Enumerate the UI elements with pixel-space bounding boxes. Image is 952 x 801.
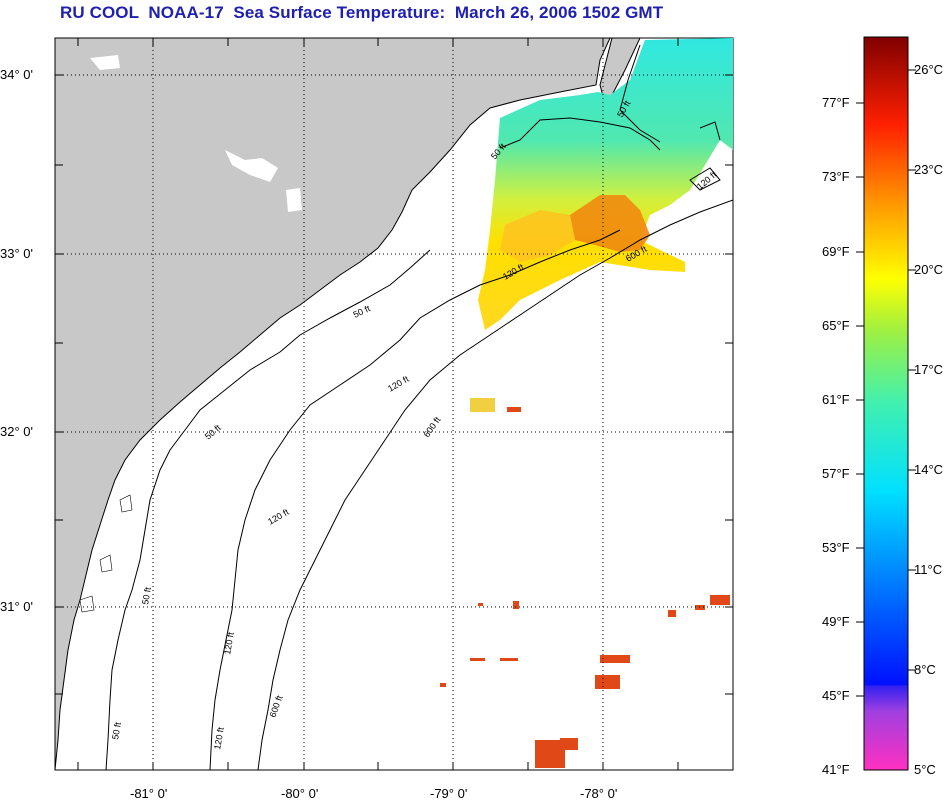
lake: [225, 150, 278, 182]
frame-ticks: [55, 38, 733, 770]
sst-warm-patch: [570, 195, 650, 252]
sst-swath: [478, 38, 733, 330]
graticule: [55, 38, 733, 770]
lat-label: 33° 0': [0, 246, 33, 261]
colorbar-f-label: 53°F: [822, 540, 850, 555]
colorbar-c-label: 5°C: [914, 762, 936, 777]
colorbar-c-label: 14°C: [914, 462, 944, 477]
lat-label: 32° 0': [0, 424, 33, 439]
colorbar-f-label: 61°F: [822, 392, 850, 407]
lon-label: -81° 0': [130, 786, 168, 801]
lake: [286, 188, 302, 212]
colorbar-c-label: 17°C: [914, 362, 944, 377]
contour-label-120ft: 120 ft: [212, 726, 226, 750]
bathymetry-contours: [105, 44, 733, 770]
map-title: RU COOL NOAA-17 Sea Surface Temperature:…: [60, 3, 664, 22]
coastal-islands: [79, 494, 133, 613]
colorbar-c-label: 20°C: [914, 262, 944, 277]
colorbar-f-label: 65°F: [822, 318, 850, 333]
contour-label-50ft: 50 ft: [140, 586, 153, 605]
colorbar-f-label: 69°F: [822, 244, 850, 259]
colorbar: [863, 36, 909, 771]
colorbar-c-label: 8°C: [914, 662, 936, 677]
colorbar-c-label: 23°C: [914, 162, 944, 177]
lon-label: -78° 0': [580, 786, 618, 801]
colorbar-f-label: 57°F: [822, 466, 850, 481]
colorbar-ticks: [856, 69, 916, 697]
colorbar-f-label: 41°F: [822, 762, 850, 777]
colorbar-f-label: 77°F: [822, 95, 850, 110]
lat-label: 34° 0': [0, 67, 33, 82]
colorbar-c-label: 26°C: [914, 62, 944, 77]
colorbar-c-label: 11°C: [914, 562, 943, 577]
land-area: [55, 38, 611, 770]
contour-label-120ft: 120 ft: [222, 631, 236, 655]
contour-label-50ft: 50 ft: [110, 721, 123, 740]
colorbar-f-label: 45°F: [822, 688, 850, 703]
lon-label: -80° 0': [281, 786, 319, 801]
colorbar-f-label: 73°F: [822, 169, 850, 184]
colorbar-f-label: 49°F: [822, 614, 850, 629]
lat-label: 31° 0': [0, 599, 33, 614]
sst-mid-patch: [500, 210, 575, 262]
lon-label: -79° 0': [430, 786, 468, 801]
sst-scattered-pixels: [440, 398, 730, 768]
lake: [90, 55, 120, 70]
